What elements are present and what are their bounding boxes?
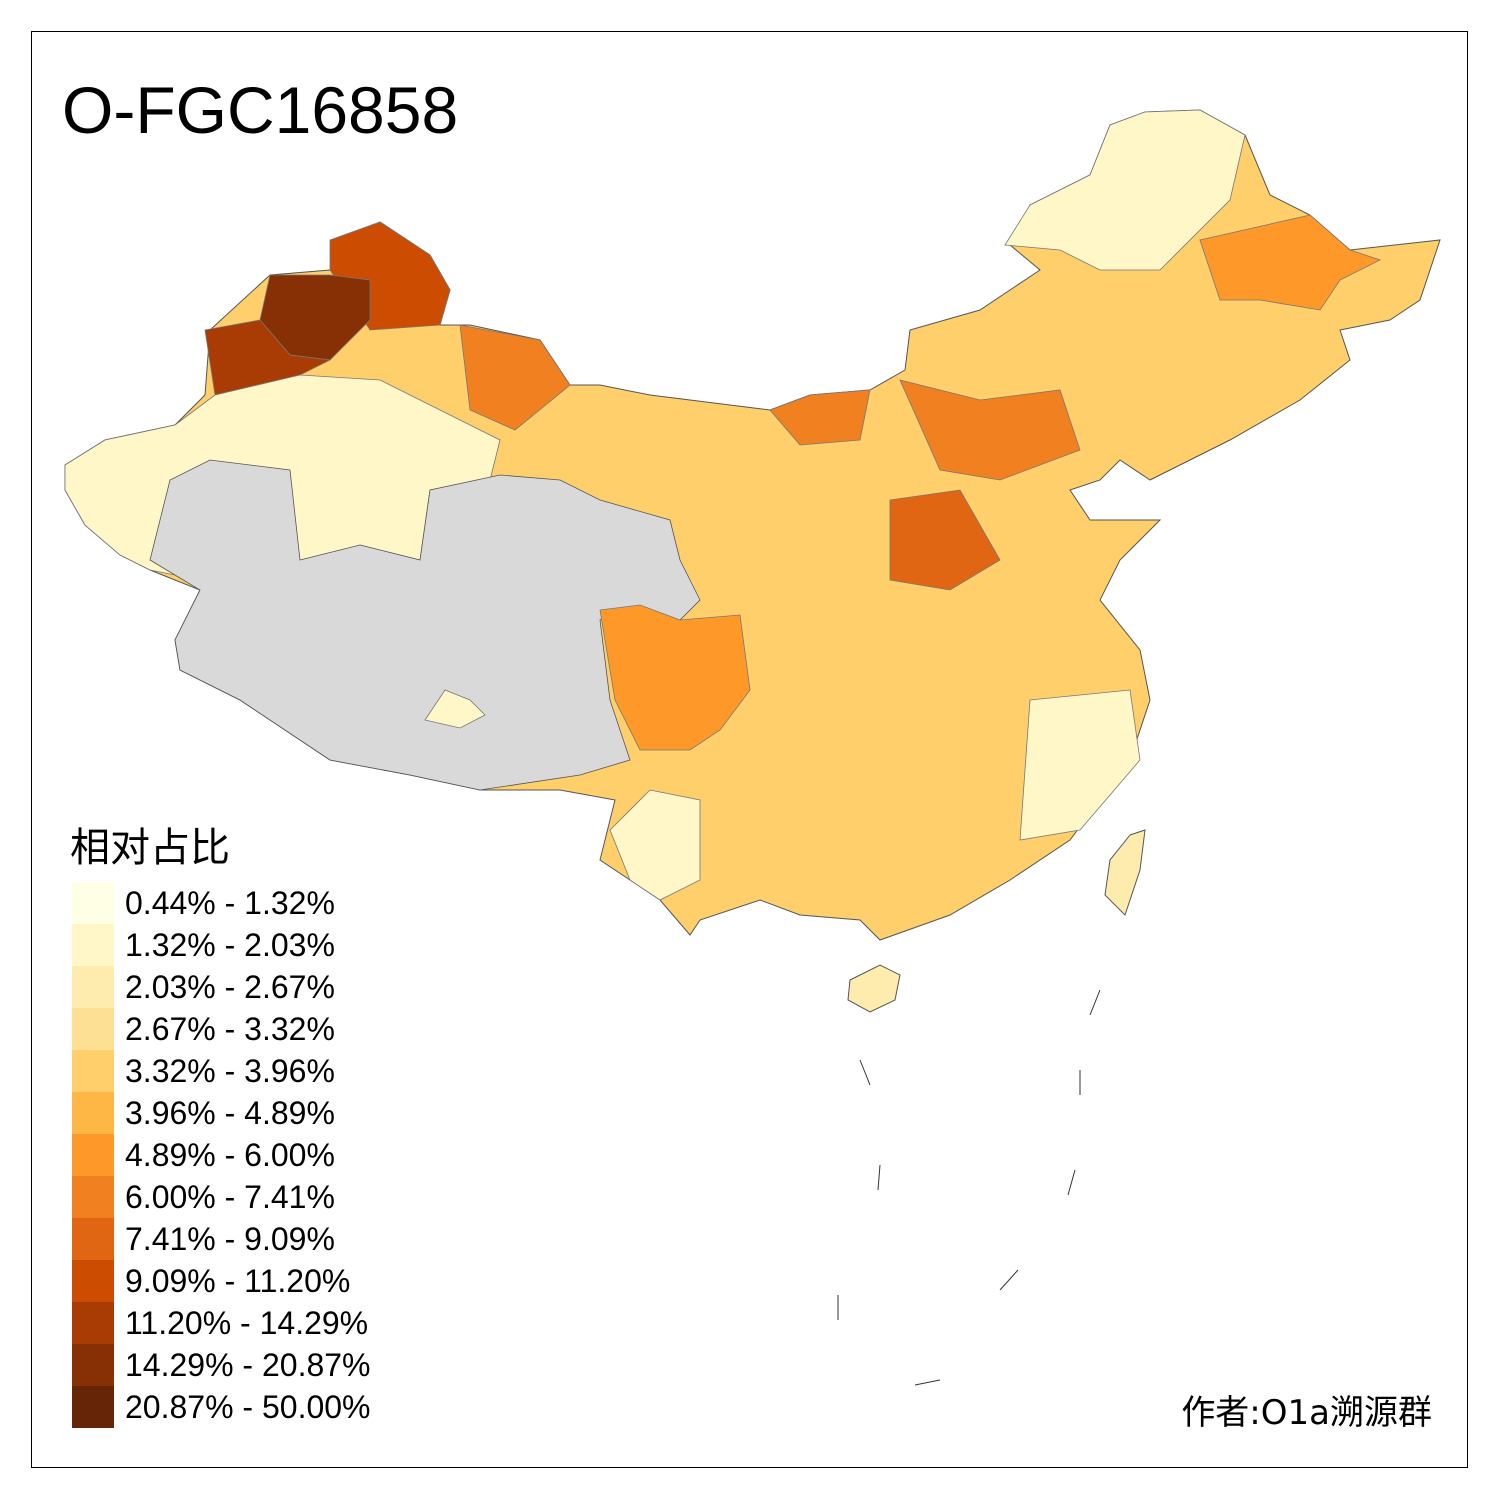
legend-swatch: [72, 966, 114, 1008]
legend-swatch: [72, 1386, 114, 1428]
legend: 0.44% - 1.32% 1.32% - 2.03% 2.03% - 2.67% 2…: [72, 882, 371, 1428]
legend-swatch: [72, 882, 114, 924]
legend-swatch: [72, 1344, 114, 1386]
legend-item: 3.96% - 4.89%: [72, 1092, 371, 1134]
legend-item: 6.00% - 7.41%: [72, 1176, 371, 1218]
legend-swatch: [72, 1302, 114, 1344]
legend-label: 20.87% - 50.00%: [125, 1389, 371, 1425]
legend-item: 7.41% - 9.09%: [72, 1218, 371, 1260]
region-taiwan: [1104, 829, 1146, 916]
legend-swatch: [72, 924, 114, 966]
legend-item: 3.32% - 3.96%: [72, 1050, 371, 1092]
legend-label: 0.44% - 1.32%: [125, 885, 335, 921]
region-hainan: [847, 964, 901, 1013]
legend-label: 2.67% - 3.32%: [125, 1011, 335, 1047]
legend-label: 2.03% - 2.67%: [125, 969, 335, 1005]
legend-swatch: [72, 1260, 114, 1302]
author-credit: 作者:O1a溯源群: [1181, 1393, 1432, 1433]
legend-item: 4.89% - 6.00%: [72, 1134, 371, 1176]
region-north-central: [899, 379, 1081, 481]
legend-swatch: [72, 1092, 114, 1134]
legend-item: 9.09% - 11.20%: [72, 1260, 371, 1302]
legend-swatch: [72, 1218, 114, 1260]
region-southeast-light: [1019, 689, 1141, 841]
legend-swatch: [72, 1134, 114, 1176]
region-sichuan-west: [599, 604, 751, 751]
map-frame: [31, 31, 1468, 1468]
legend-label: 1.32% - 2.03%: [125, 927, 335, 963]
legend-swatch: [72, 1176, 114, 1218]
legend-item: 11.20% - 14.29%: [72, 1302, 371, 1344]
legend-swatch: [72, 1050, 114, 1092]
south-sea-islands: [837, 989, 1101, 1386]
legend-label: 7.41% - 9.09%: [125, 1221, 335, 1257]
legend-label: 6.00% - 7.41%: [125, 1179, 335, 1215]
legend-item: 2.67% - 3.32%: [72, 1008, 371, 1050]
region-north-orange: [769, 389, 871, 446]
legend-item: 20.87% - 50.00%: [72, 1386, 371, 1428]
region-northeast-light: [1004, 109, 1246, 271]
region-lhasa: [424, 689, 486, 729]
legend-item: 0.44% - 1.32%: [72, 882, 371, 924]
region-central-orange: [889, 489, 1001, 591]
legend-label: 3.32% - 3.96%: [125, 1053, 335, 1089]
region-yunnan-light: [609, 789, 701, 901]
legend-title: 相对占比: [70, 825, 230, 871]
legend-label: 14.29% - 20.87%: [125, 1347, 371, 1383]
legend-item: 2.03% - 2.67%: [72, 966, 371, 1008]
legend-item: 1.32% - 2.03%: [72, 924, 371, 966]
legend-swatch: [72, 1008, 114, 1050]
legend-item: 14.29% - 20.87%: [72, 1344, 371, 1386]
legend-label: 9.09% - 11.20%: [125, 1263, 351, 1299]
legend-label: 11.20% - 14.29%: [125, 1305, 369, 1341]
region-xinjiang-east: [459, 324, 571, 431]
legend-label: 4.89% - 6.00%: [125, 1137, 335, 1173]
legend-label: 3.96% - 4.89%: [125, 1095, 335, 1131]
map-title: O-FGC16858: [62, 73, 459, 147]
region-northeast-orange: [1199, 214, 1382, 311]
